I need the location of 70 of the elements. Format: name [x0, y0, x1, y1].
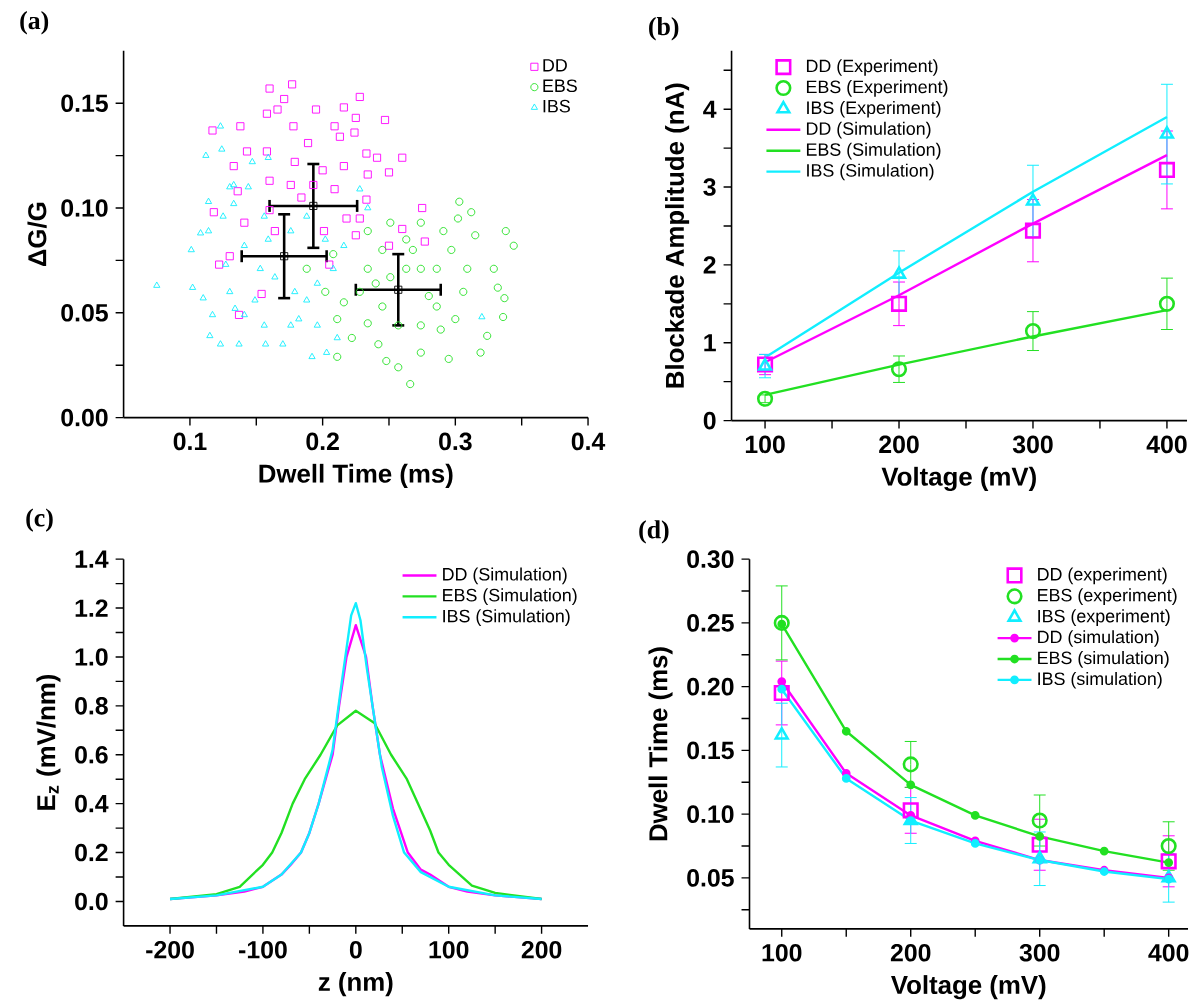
legend-label: DD (simulation)	[1038, 630, 1159, 647]
y-tick-label: 0.15	[687, 741, 734, 760]
y-tick-label: 1	[704, 334, 716, 352]
y-axis-title: E$_{z}$ (mV/nm)	[36, 674, 61, 810]
legend-label: EBS (experiment)	[1038, 588, 1177, 606]
x-tick-label: 0.1	[173, 432, 207, 451]
x-tick-label: 0.4	[571, 432, 606, 451]
chart-title: (b)	[649, 17, 679, 41]
chart-title: (d)	[639, 520, 669, 544]
y-tick-label: 1.0	[75, 648, 108, 666]
y-tick-label: 0.00	[61, 408, 108, 427]
y-tick-label: 0.05	[687, 869, 734, 887]
y-tick-label: 0.0	[75, 892, 108, 911]
x-tick-label: 100	[762, 943, 802, 962]
y-tick-label: 0.8	[75, 697, 108, 715]
x-tick-label: 400	[1146, 435, 1187, 454]
x-tick-label: 0.2	[306, 432, 339, 451]
y-tick-label: 1.2	[75, 599, 108, 617]
y-tick-label: 3	[703, 178, 716, 196]
y-tick-label: 0.10	[61, 199, 108, 217]
x-axis-title: Dwell Time (ms)	[259, 463, 453, 488]
x-tick-label: 200	[879, 435, 919, 454]
x-axis-title: z (nm)	[318, 972, 393, 997]
legend-label: DD	[543, 59, 567, 72]
legend-label: DD (Simulation)	[443, 567, 567, 585]
y-tick-label: 0.20	[687, 677, 734, 696]
x-tick-label: 0	[349, 940, 362, 959]
x-tick-label: 0.3	[439, 432, 472, 451]
legend-label: EBS (Experiment)	[806, 80, 948, 97]
y-tick-label: 4	[703, 100, 717, 118]
x-tick-label: -200	[146, 940, 194, 959]
x-axis-title: Voltage (mV)	[881, 466, 1036, 492]
chart-title: (c)	[26, 508, 53, 532]
y-tick-label: 2	[703, 256, 716, 274]
y-tick-label: 0	[703, 411, 716, 430]
y-axis-title: ΔG/G	[27, 202, 47, 267]
legend-label: IBS (experiment)	[1038, 609, 1170, 626]
x-tick-label: 200	[890, 943, 931, 962]
legend-label: IBS (Simulation)	[443, 609, 570, 626]
legend-label: DD (Experiment)	[806, 59, 938, 76]
y-tick-label: 0.05	[61, 304, 108, 322]
x-tick-label: -100	[239, 940, 287, 959]
legend-label: IBS (Experiment)	[807, 100, 941, 118]
x-tick-label: 300	[1019, 943, 1060, 962]
y-tick-label: 0.30	[687, 550, 734, 568]
x-tick-label: 100	[745, 435, 785, 454]
x-tick-label: 100	[429, 940, 469, 959]
x-axis-title: Voltage (mV)	[891, 975, 1046, 1000]
y-tick-label: 0.2	[75, 843, 108, 862]
legend-label: IBS	[543, 99, 570, 113]
x-tick-label: 300	[1012, 435, 1053, 454]
y-axis-title: Dwell Time (ms)	[648, 647, 673, 841]
x-tick-label: 200	[521, 940, 562, 959]
y-tick-label: 1.4	[75, 550, 109, 568]
y-tick-label: 0.25	[687, 614, 734, 632]
chart-title: (a)	[20, 11, 49, 35]
y-tick-label: 0.4	[75, 794, 109, 813]
legend-label: EBS (Simulation)	[443, 588, 577, 606]
x-tick-label: 400	[1148, 943, 1189, 962]
y-tick-label: 0.10	[687, 805, 734, 823]
y-tick-label: 0.6	[75, 746, 108, 764]
legend-label: EBS (simulation)	[1038, 651, 1169, 668]
legend-label: DD (experiment)	[1038, 567, 1167, 585]
legend-label: IBS (simulation)	[1038, 671, 1162, 689]
legend-label: EBS (Simulation)	[806, 142, 941, 160]
y-tick-label: 0.15	[61, 94, 108, 113]
y-axis-title: Blockade Amplitude (nA)	[665, 83, 690, 388]
legend-label: DD (Simulation)	[806, 121, 931, 139]
legend-label: IBS (Simulation)	[807, 163, 934, 181]
legend-label: EBS	[543, 79, 577, 93]
